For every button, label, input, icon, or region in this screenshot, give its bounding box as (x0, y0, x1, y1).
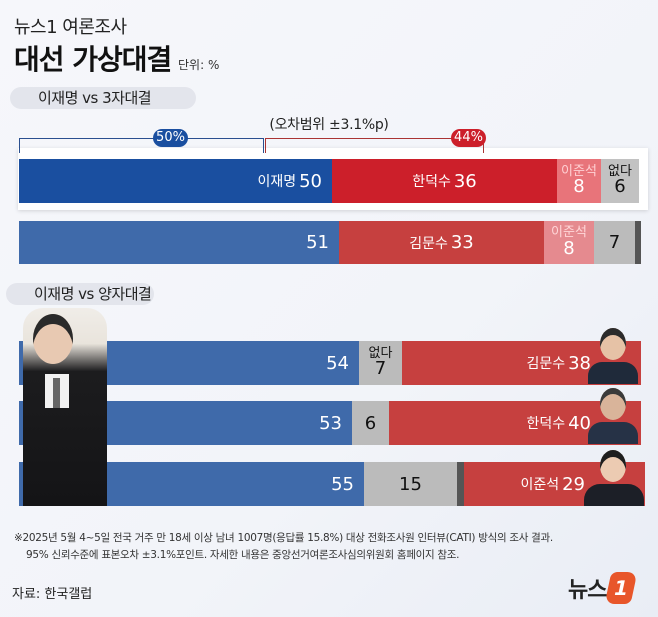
bracket-opposition (265, 138, 484, 153)
segment-name: 없다 (608, 163, 632, 179)
segment-name: 이준석 (551, 225, 587, 241)
segment-name: 이준석 (520, 477, 560, 493)
segment-value: 50 (299, 170, 322, 192)
segment-value: 55 (331, 473, 354, 495)
segment-none: 없다 7 (359, 341, 402, 385)
section-label-two-way: 이재명 vs 양자대결 (6, 283, 154, 305)
segment-value: 54 (326, 352, 349, 374)
segment-none: 15 (364, 462, 457, 506)
segment-value: 53 (319, 412, 342, 434)
bracket-badge-lee: 50% (153, 129, 188, 147)
segment-name: 이재명 (257, 174, 297, 190)
tie-shape (53, 378, 60, 408)
segment-name: 한덕수 (412, 174, 451, 190)
segment-lee-junseok: 이준석 8 (544, 221, 594, 264)
bar-three-way-kim: 51 김문수 33 이준석 8 7 (19, 221, 641, 264)
portrait-kim-moonsoo (588, 326, 638, 384)
segment-name: 김문수 (526, 356, 566, 372)
suit-shape (588, 362, 638, 384)
bar-two-way-kim: 54 없다 7 김문수 38 (19, 341, 641, 385)
footnote-line-1: ※2025년 5월 4~5일 전국 거주 만 18세 이상 남녀 1007명(응… (14, 532, 553, 544)
face-shape (33, 314, 73, 364)
segment-lee-junseok: 이준석 8 (557, 159, 601, 203)
segment-lee: 이재명 50 (19, 159, 332, 203)
segment-han: 한덕수 36 (332, 159, 557, 203)
segment-name: 한덕수 (526, 416, 566, 432)
segment-value: 15 (399, 473, 422, 495)
segment-value: 6 (364, 412, 377, 434)
segment-value: 36 (453, 170, 477, 192)
segment-value: 33 (450, 232, 474, 253)
segment-name: 이준석 (561, 163, 597, 179)
bar-three-way-han: 이재명 50 한덕수 36 이준석 8 없다 6 (19, 159, 639, 203)
face-shape (600, 328, 626, 360)
segment-none: 6 (352, 401, 389, 445)
chart-subtitle: 뉴스1 여론조사 (14, 17, 127, 38)
segment-kim: 김문수 33 (339, 221, 544, 264)
segment-other (635, 221, 641, 264)
segment-value: 8 (573, 176, 585, 198)
segment-value: 7 (608, 232, 621, 253)
bracket-badge-opposition: 44% (451, 129, 486, 147)
portrait-lee-jaemyung (23, 308, 107, 506)
segment-other (457, 462, 464, 506)
segment-value: 29 (562, 473, 585, 495)
suit-shape (584, 484, 644, 506)
segment-value: 6 (614, 176, 626, 198)
segment-name: 없다 (368, 345, 393, 361)
segment-none: 없다 6 (601, 159, 639, 203)
footnote-line-2: 95% 신뢰수준에 표본오차 ±3.1%포인트. 자세한 내용은 중앙선거여론조… (26, 549, 460, 561)
segment-none: 7 (594, 221, 635, 264)
chart-title: 대선 가상대결 (14, 43, 172, 76)
footnote: ※2025년 5월 4~5일 전국 거주 만 18세 이상 남녀 1007명(응… (14, 530, 553, 564)
logo-mark-icon: 1 (605, 572, 638, 604)
suit-shape (588, 422, 638, 444)
bracket-lee (19, 138, 264, 153)
margin-of-error: (오차범위 ±3.1%p) (269, 117, 389, 133)
portrait-lee-junseok (584, 446, 644, 506)
logo-text: 뉴스 (568, 578, 607, 603)
face-shape (600, 388, 626, 420)
segment-name: 김문수 (409, 235, 448, 252)
segment-value: 51 (306, 232, 329, 253)
unit-label: 단위: % (178, 58, 220, 72)
segment-value: 7 (374, 358, 387, 380)
section-label-three-way: 이재명 vs 3자대결 (10, 87, 196, 109)
segment-value: 40 (568, 412, 591, 434)
bar-two-way-han: 53 6 한덕수 40 (19, 401, 641, 445)
portrait-han-duckso (588, 386, 638, 444)
segment-lee: 51 (19, 221, 339, 264)
segment-value: 38 (568, 352, 591, 374)
source-label: 자료: 한국갤럽 (12, 587, 93, 602)
bar-two-way-lee-junseok: 55 15 이준석 29 (19, 462, 645, 506)
segment-value: 8 (563, 237, 575, 259)
face-shape (600, 450, 626, 482)
news1-logo: 뉴스 1 (568, 572, 638, 604)
